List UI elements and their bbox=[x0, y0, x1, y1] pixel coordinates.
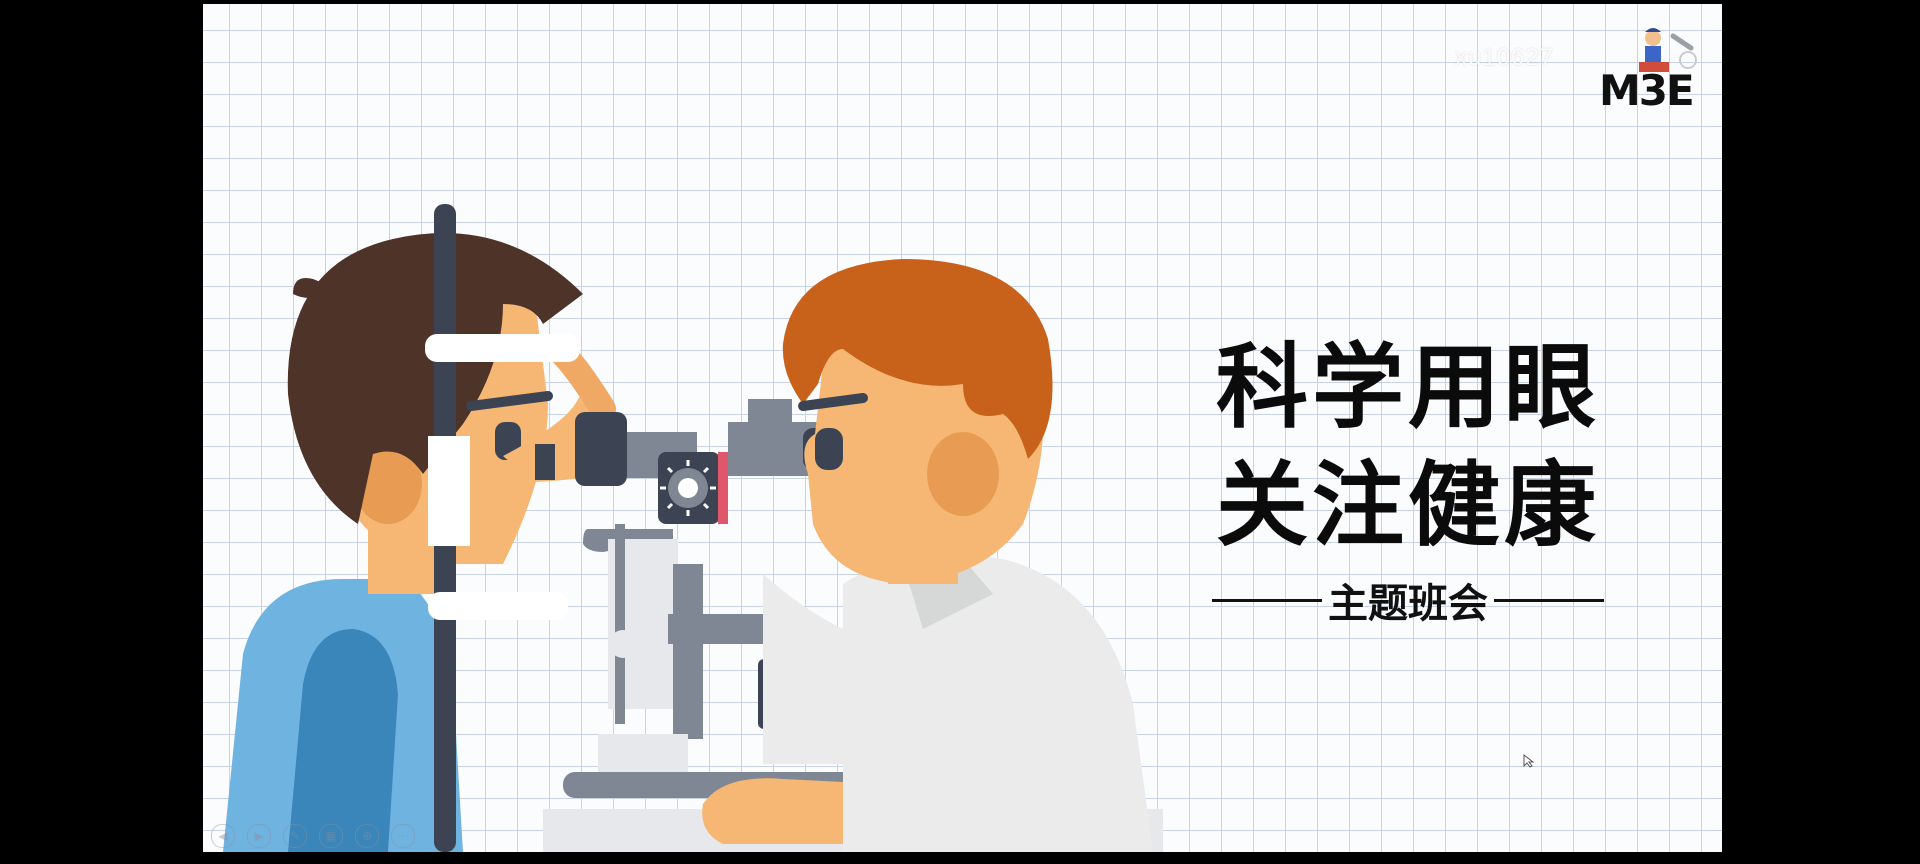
boy-with-telescope-logo bbox=[1639, 28, 1697, 72]
watermark-text: xu10627 bbox=[1455, 44, 1555, 71]
subtitle-dash-left bbox=[1212, 598, 1322, 602]
mouse-cursor-icon bbox=[1523, 754, 1535, 768]
slide-title-block: 科学用眼 关注健康 主题班会 bbox=[1198, 329, 1618, 629]
grid-view-icon[interactable]: ▦ bbox=[319, 824, 343, 848]
subtitle-row: 主题班会 bbox=[1198, 571, 1618, 629]
zoom-icon[interactable]: ⊕ bbox=[355, 824, 379, 848]
eye-exam-illustration bbox=[223, 204, 1163, 852]
head-rest-frame bbox=[425, 204, 580, 852]
slideshow-toolbar: ◀ ▶ ✎ ▦ ⊕ ⋯ bbox=[211, 824, 415, 848]
previous-slide-icon[interactable]: ◀ bbox=[211, 824, 235, 848]
doctor-figure bbox=[702, 259, 1153, 852]
more-icon[interactable]: ⋯ bbox=[391, 824, 415, 848]
next-slide-icon[interactable]: ▶ bbox=[247, 824, 271, 848]
logo-text: M3E bbox=[1599, 66, 1695, 115]
subtitle-text: 主题班会 bbox=[1328, 581, 1488, 627]
title-line-1: 科学用眼 bbox=[1215, 334, 1600, 441]
slide-canvas[interactable]: xu10627 M3E 科学用眼 关注健康 主题班会 ◀ ▶ ✎ ▦ ⊕ ⋯ bbox=[203, 4, 1722, 852]
title-line-2: 关注健康 bbox=[1215, 452, 1600, 559]
pen-icon[interactable]: ✎ bbox=[283, 824, 307, 848]
subtitle-dash-right bbox=[1494, 598, 1604, 602]
